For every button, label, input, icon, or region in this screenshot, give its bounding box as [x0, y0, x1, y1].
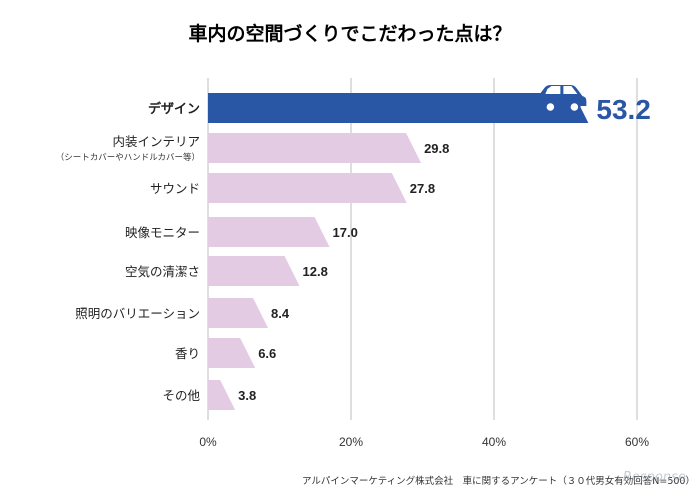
bar: [208, 298, 269, 328]
value-label: 8.4: [271, 306, 290, 321]
bar: [208, 173, 407, 203]
chart-title: 車内の空間づくりでこだわった点は？: [188, 22, 511, 45]
x-axis-ticks: 0% 20% 40% 60%: [199, 435, 649, 449]
bar: [208, 380, 236, 410]
bar: [208, 133, 422, 163]
category-label: その他: [162, 388, 200, 403]
x-tick-label: 0%: [199, 435, 217, 449]
category-label: 映像モニター: [125, 225, 200, 240]
value-label: 17.0: [333, 225, 358, 240]
bar: [208, 338, 256, 368]
category-sublabel: （シートカバーやハンドルカバー等）: [56, 152, 200, 163]
bar: [208, 217, 330, 247]
watermark: Response.: [623, 470, 690, 485]
x-tick-label: 60%: [625, 435, 649, 449]
category-label: 照明のバリエーション: [75, 306, 200, 321]
bar: [208, 256, 300, 286]
category-label: 内装インテリア: [112, 134, 200, 149]
bar: [208, 93, 589, 123]
grid: [207, 78, 638, 420]
x-tick-label: 20%: [339, 435, 363, 449]
category-label: 空気の清潔さ: [125, 264, 200, 279]
car-icon: [538, 85, 587, 114]
value-label: 3.8: [238, 388, 256, 403]
category-label: 香り: [175, 346, 200, 361]
category-label: デザイン: [148, 101, 200, 117]
value-label: 29.8: [424, 141, 449, 156]
value-label: 6.6: [258, 346, 276, 361]
category-label: サウンド: [150, 181, 200, 196]
source-text: アルパインマーケティング株式会社 車に関するアンケート（３０代男女有効回答N=5…: [302, 475, 695, 487]
value-label: 27.8: [410, 181, 435, 196]
value-labels: 53.2 29.8 27.8 17.0 12.8 8.4 6.6 3.8: [238, 94, 651, 403]
x-tick-label: 40%: [482, 435, 506, 449]
value-label: 12.8: [303, 264, 328, 279]
bars: [208, 93, 589, 410]
value-label: 53.2: [596, 94, 651, 125]
